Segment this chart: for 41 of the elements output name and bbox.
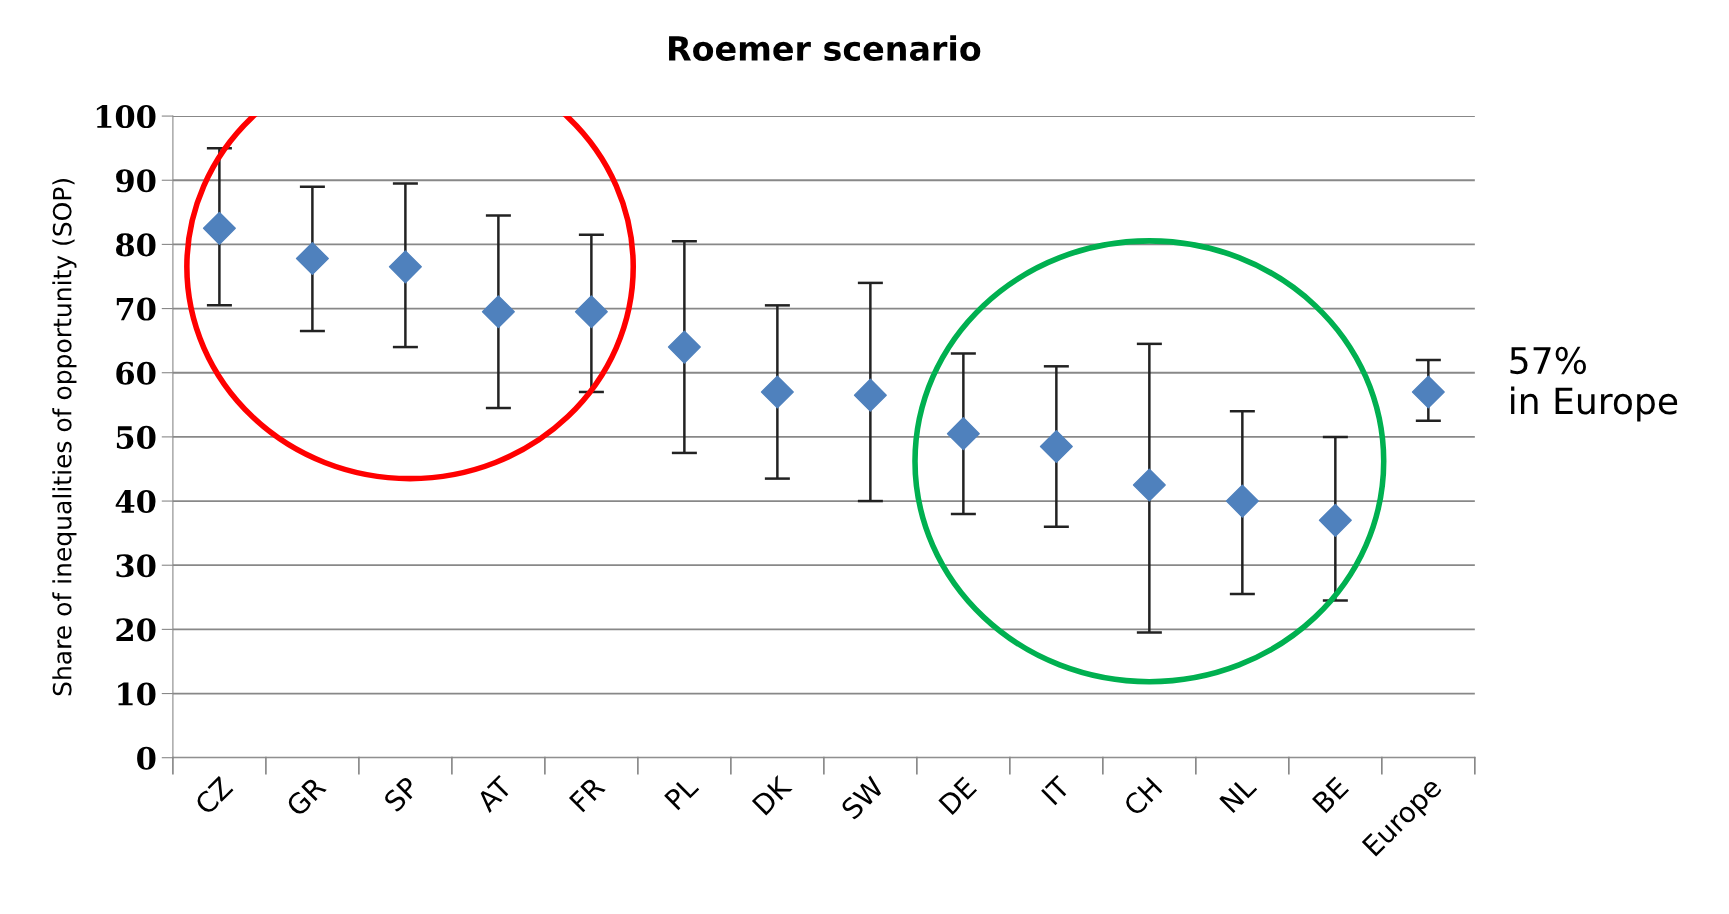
point bbox=[853, 378, 887, 412]
point bbox=[760, 375, 794, 409]
x-tick-label: SW bbox=[840, 775, 885, 821]
x-tick-label: CH bbox=[1122, 776, 1163, 817]
point bbox=[481, 295, 515, 329]
x-tick-label: DK bbox=[751, 774, 793, 816]
point bbox=[946, 417, 980, 451]
chart-title: Roemer scenario bbox=[669, 35, 981, 61]
x-tick-label: IT bbox=[1041, 774, 1072, 806]
y-tick-label: 100 bbox=[96, 105, 156, 129]
x-tick-label: FR bbox=[568, 775, 606, 813]
x-tick-label: DE bbox=[938, 776, 978, 815]
point bbox=[1411, 375, 1445, 409]
x-tick-label: CZ bbox=[193, 775, 234, 816]
y-tick-label: 30 bbox=[116, 554, 156, 578]
y-tick-label: 70 bbox=[116, 297, 156, 321]
x-tick-label: BE bbox=[1311, 776, 1350, 814]
y-tick-label: 0 bbox=[137, 746, 156, 770]
x-tick-label: SP bbox=[382, 775, 420, 813]
x-tick-label: AT bbox=[475, 774, 514, 814]
y-tick-label: 50 bbox=[116, 425, 156, 449]
point bbox=[1225, 484, 1259, 518]
point bbox=[1132, 468, 1166, 502]
point bbox=[388, 250, 422, 284]
point bbox=[202, 211, 236, 245]
y-axis-title: Share of inequalities of opportunity (SOP) bbox=[52, 179, 77, 696]
x-tick-label: GR bbox=[284, 775, 328, 818]
point bbox=[1318, 503, 1352, 537]
y-tick-label: 20 bbox=[116, 618, 156, 642]
point bbox=[667, 330, 701, 364]
y-tick-label: 10 bbox=[118, 682, 156, 706]
x-tick-label: NL bbox=[1219, 775, 1258, 814]
y-tick-label: 40 bbox=[115, 489, 156, 514]
point bbox=[295, 241, 329, 276]
point bbox=[1039, 429, 1073, 464]
y-tick-label: 60 bbox=[116, 361, 156, 385]
x-tick-label: PL bbox=[664, 775, 700, 811]
text: 57% in Europe bbox=[1510, 346, 1678, 422]
y-tick-label: 80 bbox=[115, 233, 156, 257]
y-tick-label: 90 bbox=[116, 169, 156, 193]
point bbox=[574, 295, 608, 329]
